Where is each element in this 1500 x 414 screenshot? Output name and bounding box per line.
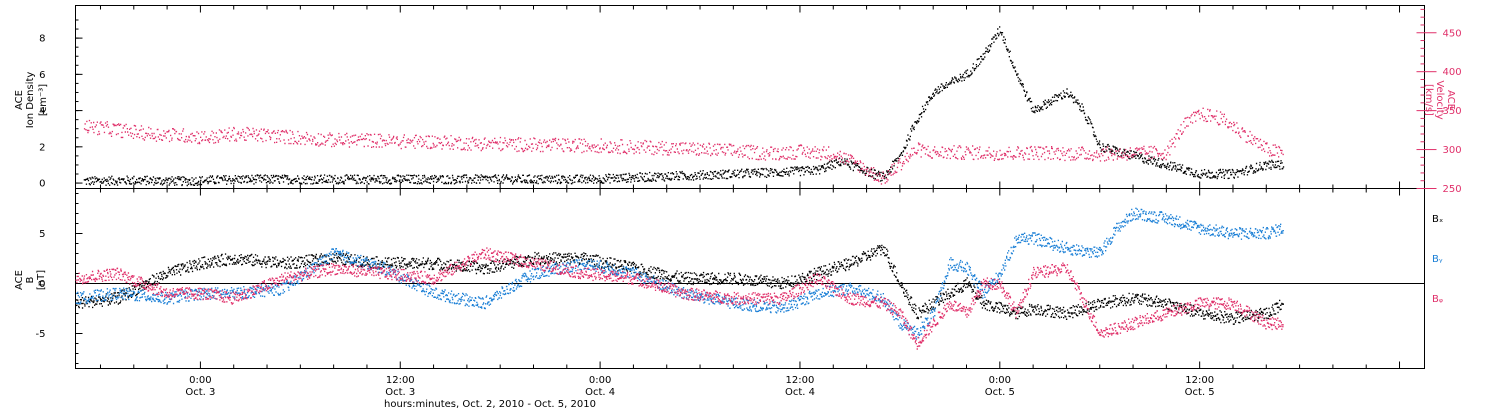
- x-tick-label-date: Oct. 5: [1185, 387, 1215, 398]
- top-left-ylabel-line3: [cm⁻³]: [38, 84, 49, 116]
- b-tick-label: 0: [39, 279, 45, 290]
- velocity-tick-label: 300: [1443, 145, 1462, 156]
- x-tick-label-time: 0:00: [589, 375, 611, 386]
- velocity-tick-label: 400: [1443, 67, 1462, 78]
- x-tick-label-date: Oct. 3: [185, 387, 215, 398]
- bottom-left-ylabel: ACE B [nT]: [14, 270, 47, 290]
- velocity-series: [83, 107, 1284, 185]
- x-tick-label-time: 12:00: [786, 375, 815, 386]
- density-series: [83, 26, 1285, 187]
- velocity-tick-label: 450: [1443, 28, 1462, 39]
- x-tick-label-time: 0:00: [189, 375, 211, 386]
- bottom-panel-frame: [75, 188, 1425, 369]
- x-axis-title: hours:minutes, Oct. 2, 2010 - Oct. 5, 20…: [384, 399, 596, 410]
- top-right-ylabel-line3: [km/s]: [1423, 84, 1434, 116]
- x-tick-label-date: Oct. 3: [385, 387, 415, 398]
- x-tick-label-time: 0:00: [989, 375, 1011, 386]
- bottom-ylabel-line1: ACE: [14, 270, 25, 290]
- density-tick-label: 8: [39, 34, 45, 45]
- x-tick-label-date: Oct. 4: [585, 387, 615, 398]
- top-right-ylabel-line1: ACE: [1445, 90, 1456, 110]
- top-left-ylabel: ACE Ion Density [cm⁻³]: [14, 72, 49, 129]
- legend-bx: Bₓ: [1432, 214, 1443, 225]
- x-tick-label-time: 12:00: [1185, 375, 1214, 386]
- data-layer: [75, 26, 1285, 350]
- velocity-tick-label: 250: [1443, 184, 1462, 195]
- x-tick-label-date: Oct. 5: [985, 387, 1015, 398]
- density-tick-label: 4: [39, 106, 45, 117]
- density-tick-label: 6: [39, 70, 45, 81]
- b-tick-label: -5: [36, 329, 46, 340]
- top-panel-frame: [75, 5, 1425, 189]
- x-tick-label-time: 12:00: [386, 375, 415, 386]
- x-tick-label-date: Oct. 4: [785, 387, 815, 398]
- velocity-tick-label: 350: [1443, 106, 1462, 117]
- bottom-ylabel-line2: B: [25, 276, 36, 283]
- top-right-ylabel-line2: Velocity: [1434, 80, 1445, 119]
- b-tick-label: 5: [39, 229, 45, 240]
- b-series-bz: [75, 247, 1284, 350]
- bottom-ylabel-line3: [nT]: [36, 270, 47, 290]
- legend-bz: Bᵩ: [1432, 294, 1443, 305]
- density-tick-label: 2: [39, 142, 45, 153]
- top-left-ylabel-line1: ACE: [14, 90, 25, 110]
- density-tick-label: 0: [39, 179, 45, 190]
- top-left-ylabel-line2: Ion Density: [25, 72, 36, 129]
- b-series-bx: [75, 244, 1284, 325]
- b-series-by: [75, 207, 1284, 340]
- legend-by: Bᵧ: [1432, 254, 1443, 265]
- top-right-ylabel: ACE Velocity [km/s]: [1423, 80, 1456, 119]
